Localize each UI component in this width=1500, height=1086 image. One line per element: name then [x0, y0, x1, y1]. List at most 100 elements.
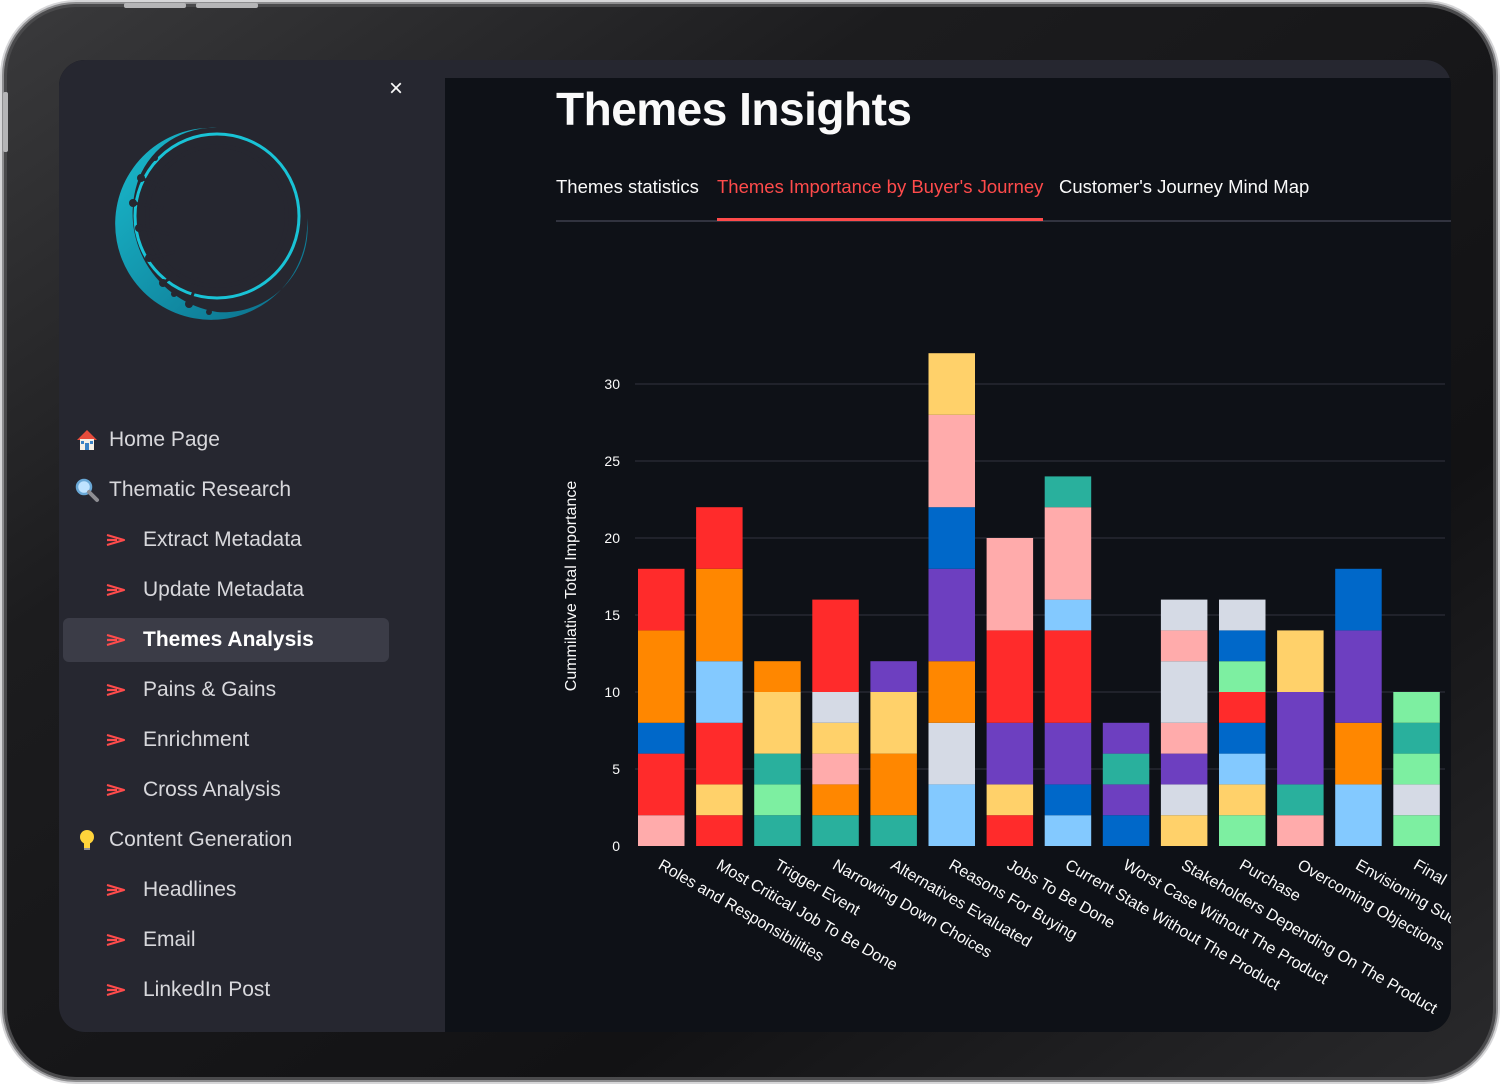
bar-segment[interactable] — [1219, 630, 1266, 662]
bar-segment[interactable] — [870, 692, 917, 754]
bar-segment[interactable] — [1219, 692, 1266, 723]
bar-segment[interactable] — [696, 661, 743, 723]
bar-segment[interactable] — [1160, 630, 1208, 662]
bar-segment[interactable] — [1219, 815, 1266, 846]
bar-segment[interactable] — [928, 661, 976, 723]
bar-segment[interactable] — [1044, 815, 1092, 846]
sidebar-item-cross-analysis[interactable]: Cross Analysis — [63, 768, 389, 812]
bar-segment[interactable] — [754, 815, 801, 846]
bar-segment[interactable] — [1044, 599, 1092, 631]
sidebar-item-thematic-research[interactable]: Thematic Research — [63, 468, 389, 512]
bar-segment[interactable] — [1102, 722, 1150, 754]
bar-segment[interactable] — [638, 630, 685, 723]
bar-segment[interactable] — [638, 753, 685, 816]
bar-segment[interactable] — [812, 722, 859, 754]
bar-segment[interactable] — [928, 414, 976, 508]
bar-segment[interactable] — [1160, 661, 1208, 723]
sidebar-item-email[interactable]: Email — [63, 918, 389, 962]
sidebar-item-linkedin-post[interactable]: LinkedIn Post — [63, 968, 389, 1012]
bar-segment[interactable] — [1044, 630, 1092, 723]
bar-segment[interactable] — [638, 815, 685, 846]
sidebar-item-pains-gains[interactable]: Pains & Gains — [63, 668, 389, 712]
bar-segment[interactable] — [986, 538, 1034, 631]
bar-segment[interactable] — [1160, 815, 1208, 846]
bar-segment[interactable] — [1044, 507, 1092, 600]
bar-segment[interactable] — [812, 692, 859, 723]
bar-segment[interactable] — [1160, 722, 1208, 754]
bar-segment[interactable] — [1393, 692, 1440, 723]
bar-segment[interactable] — [754, 661, 801, 692]
bar-segment[interactable] — [1044, 476, 1092, 508]
bar-segment[interactable] — [1277, 692, 1324, 785]
bar-segment[interactable] — [1219, 661, 1266, 692]
bar-segment[interactable] — [696, 815, 743, 846]
house-icon — [73, 426, 101, 454]
bar-segment[interactable] — [1393, 722, 1440, 754]
bar-segment[interactable] — [1335, 784, 1382, 846]
bar-segment[interactable] — [928, 568, 976, 662]
bar-segment[interactable] — [870, 661, 917, 692]
bar-segment[interactable] — [870, 753, 917, 816]
bar-segment[interactable] — [1277, 784, 1324, 816]
bar-segment[interactable] — [638, 568, 685, 631]
app-top-bar — [59, 60, 1451, 78]
sidebar-item-label: Extract Metadata — [143, 528, 302, 551]
tab-customer-journey-mind-map[interactable]: Customer's Journey Mind Map — [1059, 176, 1310, 197]
bar-segment[interactable] — [754, 692, 801, 754]
bar-segment[interactable] — [1219, 722, 1266, 754]
bar-segment[interactable] — [696, 568, 743, 662]
magnifier-icon — [73, 476, 101, 504]
bar-segment[interactable] — [696, 507, 743, 569]
sidebar-item-update-metadata[interactable]: Update Metadata — [63, 568, 389, 612]
sidebar-item-extract-metadata[interactable]: Extract Metadata — [63, 518, 389, 562]
bar-segment[interactable] — [1160, 784, 1208, 816]
sidebar-item-enrichment[interactable]: Enrichment — [63, 718, 389, 762]
bar-segment[interactable] — [1277, 815, 1324, 846]
bar-segment[interactable] — [696, 722, 743, 785]
bar-segment[interactable] — [1393, 753, 1440, 785]
sidebar-item-headlines[interactable]: Headlines — [63, 868, 389, 912]
bar-segment[interactable] — [1335, 722, 1382, 785]
sidebar-item-content-generation[interactable]: Content Generation — [63, 818, 389, 862]
tab-themes-statistics[interactable]: Themes statistics — [556, 176, 699, 197]
sidebar-item-label: Headlines — [143, 878, 237, 901]
bar-segment[interactable] — [1102, 784, 1150, 816]
tab-themes-importance[interactable]: Themes Importance by Buyer's Journey — [717, 176, 1044, 221]
bar-segment[interactable] — [638, 722, 685, 754]
bar-segment[interactable] — [812, 815, 859, 846]
bar-segment[interactable] — [1102, 753, 1150, 785]
power-button — [3, 92, 8, 152]
bar-segment[interactable] — [986, 815, 1034, 846]
bar-segment[interactable] — [754, 784, 801, 816]
bar-segment[interactable] — [696, 784, 743, 816]
bar-segment[interactable] — [1102, 815, 1150, 846]
bar-segment[interactable] — [812, 753, 859, 785]
bar-segment[interactable] — [928, 507, 976, 569]
bar-segment[interactable] — [986, 630, 1034, 723]
bar-segment[interactable] — [928, 784, 976, 846]
bar-segment[interactable] — [928, 353, 976, 415]
bar-segment[interactable] — [1160, 753, 1208, 785]
bar-segment[interactable] — [870, 815, 917, 846]
bar-segment[interactable] — [1160, 599, 1208, 631]
bar-segment[interactable] — [928, 722, 976, 785]
bar-segment[interactable] — [1044, 784, 1092, 816]
bar-segment[interactable] — [1393, 784, 1440, 816]
sidebar-item-label: Content Generation — [109, 828, 293, 851]
bar-segment[interactable] — [1219, 599, 1266, 631]
bar-segment[interactable] — [986, 722, 1034, 785]
bar-segment[interactable] — [812, 784, 859, 816]
bar-segment[interactable] — [1393, 815, 1440, 846]
bar-segment[interactable] — [754, 753, 801, 785]
sidebar-item-home-page[interactable]: Home Page — [63, 418, 389, 462]
close-sidebar-button[interactable]: × — [388, 75, 403, 102]
bar-segment[interactable] — [1335, 630, 1382, 723]
bar-segment[interactable] — [1335, 568, 1382, 631]
bar-segment[interactable] — [986, 784, 1034, 816]
bar-segment[interactable] — [1219, 753, 1266, 785]
bar-segment[interactable] — [1044, 722, 1092, 785]
sidebar-item-themes-analysis[interactable]: Themes Analysis — [63, 618, 389, 662]
bar-segment[interactable] — [1277, 630, 1324, 692]
bar-segment[interactable] — [1219, 784, 1266, 816]
bar-segment[interactable] — [812, 599, 859, 692]
